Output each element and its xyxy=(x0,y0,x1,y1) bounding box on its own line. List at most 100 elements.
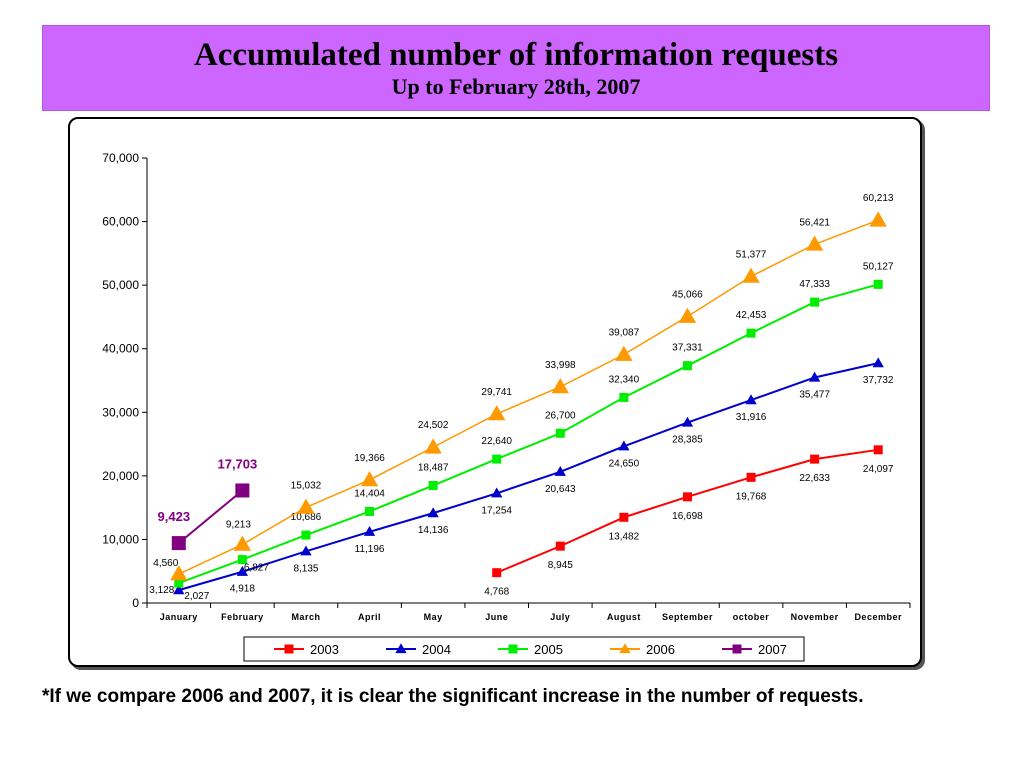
data-label-2003: 8,945 xyxy=(548,560,573,571)
data-label-2003: 19,768 xyxy=(736,491,767,502)
point-2005 xyxy=(746,328,756,338)
data-label-2005: 18,487 xyxy=(418,462,449,473)
point-2006 xyxy=(488,405,506,421)
legend-marker-2006 xyxy=(619,643,631,654)
data-label-2005: 50,127 xyxy=(863,261,894,272)
data-label-2005: 37,331 xyxy=(672,343,703,354)
point-2003 xyxy=(810,454,820,464)
y-tick-label: 20,000 xyxy=(102,469,139,483)
point-2004 xyxy=(745,394,757,405)
x-tick-label: November xyxy=(791,612,839,622)
point-2006 xyxy=(424,438,442,454)
data-label-2006: 33,998 xyxy=(545,360,576,371)
point-2006 xyxy=(805,235,824,251)
data-label-2006: 15,032 xyxy=(291,480,322,491)
page-title: Accumulated number of information reques… xyxy=(193,37,839,73)
x-tick-label: January xyxy=(160,612,198,622)
data-label-2004: 14,136 xyxy=(418,525,449,536)
data-label-2004: 28,385 xyxy=(672,435,703,446)
legend-marker-2005 xyxy=(508,644,518,654)
data-label-2003: 13,482 xyxy=(609,531,640,542)
point-2005 xyxy=(810,297,820,307)
data-label-2005: 14,404 xyxy=(354,488,385,499)
y-tick-label: 70,000 xyxy=(102,151,139,165)
data-label-2004: 35,477 xyxy=(799,389,830,400)
point-2003 xyxy=(873,445,883,455)
point-2003 xyxy=(492,568,502,578)
data-label-2004: 17,254 xyxy=(481,505,512,516)
x-tick-label: December xyxy=(854,612,902,622)
data-label-2006: 24,502 xyxy=(418,420,449,431)
x-tick-label: August xyxy=(607,612,641,622)
point-2005 xyxy=(365,506,375,516)
x-tick-label: May xyxy=(424,612,443,622)
data-label-2006: 29,741 xyxy=(481,387,512,398)
point-2005 xyxy=(428,480,438,490)
point-2005 xyxy=(492,454,502,464)
point-2005 xyxy=(682,361,692,371)
point-2007 xyxy=(235,483,250,498)
y-tick-label: 10,000 xyxy=(102,532,139,546)
data-label-2005: 32,340 xyxy=(609,374,640,385)
point-2004 xyxy=(554,465,566,476)
data-label-2005: 42,453 xyxy=(736,310,767,321)
data-label-2006: 51,377 xyxy=(736,249,767,260)
data-label-2004: 8,135 xyxy=(293,563,318,574)
legend-label-2006: 2006 xyxy=(646,642,675,657)
point-2003 xyxy=(682,492,692,502)
point-2004 xyxy=(236,565,249,576)
data-label-2006: 56,421 xyxy=(799,217,830,228)
footnote: *If we compare 2006 and 2007, it is clea… xyxy=(42,686,864,707)
point-2004 xyxy=(872,357,884,368)
point-2005 xyxy=(301,530,311,540)
point-2004 xyxy=(808,371,821,382)
data-label-2004: 2,027 xyxy=(184,591,209,602)
data-label-2005: 3,128 xyxy=(149,585,174,596)
title-banner: Accumulated number of information reques… xyxy=(42,25,990,111)
data-label-2006: 19,366 xyxy=(354,453,385,464)
point-2005 xyxy=(237,555,247,565)
point-2006 xyxy=(360,471,379,487)
data-label-2004: 20,643 xyxy=(545,484,576,495)
point-2004 xyxy=(173,584,185,595)
series-line-2004 xyxy=(178,362,879,592)
data-label-2003: 22,633 xyxy=(799,473,830,484)
data-label-2004: 31,916 xyxy=(736,412,767,423)
x-tick-label: April xyxy=(358,612,381,622)
data-label-2003: 4,768 xyxy=(484,587,509,598)
legend-marker-2007 xyxy=(732,644,742,654)
y-tick-label: 0 xyxy=(132,596,139,610)
series-line-2007 xyxy=(178,489,244,544)
data-label-2006: 39,087 xyxy=(609,328,640,339)
point-2006 xyxy=(297,498,315,514)
point-2004 xyxy=(491,487,503,498)
y-tick-label: 30,000 xyxy=(102,405,139,419)
legend-label-2003: 2003 xyxy=(310,642,339,657)
point-2005 xyxy=(555,428,565,438)
y-tick-label: 40,000 xyxy=(102,342,139,356)
data-label-2004: 4,918 xyxy=(230,584,255,595)
point-2006 xyxy=(678,307,697,323)
data-label-2007: 9,423 xyxy=(158,509,191,524)
data-label-2003: 24,097 xyxy=(863,464,894,475)
point-2006 xyxy=(742,267,760,283)
data-label-2007: 17,703 xyxy=(217,456,257,471)
point-2006 xyxy=(615,345,633,361)
x-tick-label: September xyxy=(662,612,713,622)
data-label-2006: 9,213 xyxy=(226,519,251,530)
point-2007 xyxy=(171,536,186,551)
y-tick-label: 60,000 xyxy=(102,215,139,229)
data-label-2005: 47,333 xyxy=(799,279,830,290)
legend-marker-2004 xyxy=(395,643,407,654)
data-label-2004: 11,196 xyxy=(355,544,385,555)
data-label-2003: 16,698 xyxy=(672,511,703,522)
point-2005 xyxy=(873,279,883,289)
data-label-2004: 37,732 xyxy=(863,375,894,386)
legend-marker-2003 xyxy=(284,644,294,654)
series-line-2005 xyxy=(178,283,879,585)
point-2006 xyxy=(551,378,569,394)
legend-label-2005: 2005 xyxy=(534,642,563,657)
point-2004 xyxy=(681,416,694,427)
data-label-2006: 4,560 xyxy=(153,558,178,569)
point-2003 xyxy=(555,541,565,551)
